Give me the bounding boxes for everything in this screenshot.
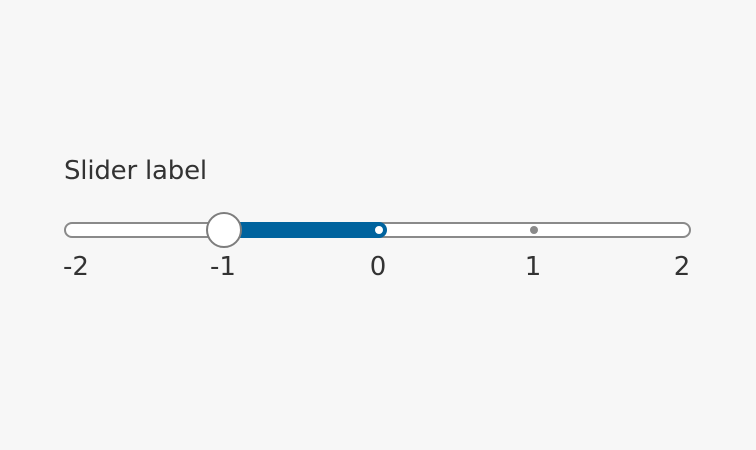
- tick-label: 1: [524, 252, 542, 282]
- slider-label: Slider label: [64, 156, 207, 186]
- tick-label: -2: [63, 252, 89, 282]
- tick-label: 0: [369, 252, 387, 282]
- tick-label: 2: [673, 252, 691, 282]
- slider-thumb[interactable]: [206, 212, 242, 248]
- tick-label: -1: [210, 252, 236, 282]
- tick-dot: [530, 226, 538, 234]
- tick-dot: [375, 226, 383, 234]
- slider-fill: [224, 222, 387, 238]
